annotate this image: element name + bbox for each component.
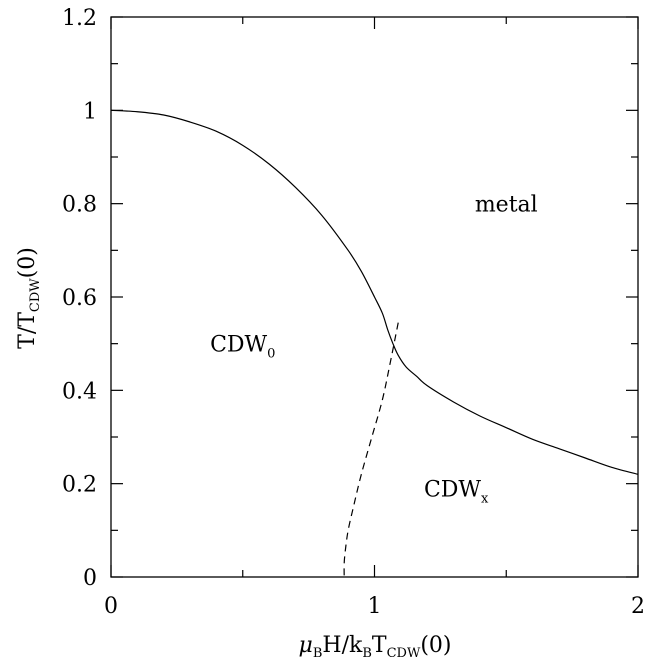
x-axis-label: μBH/kBTCDW(0) — [299, 633, 452, 661]
region-label: CDW0 — [210, 333, 275, 362]
y-tick-label: 0 — [83, 566, 97, 591]
y-tick-label: 0.4 — [62, 379, 97, 404]
y-tick-label: 1.2 — [62, 6, 97, 31]
x-tick-label: 0 — [104, 594, 118, 619]
region-label: CDWx — [424, 477, 489, 506]
y-axis-label: T/TCDW(0) — [15, 247, 43, 349]
y-tick-label: 0.6 — [62, 286, 97, 311]
region-label: metal — [475, 193, 538, 218]
y-tick-label: 0.2 — [62, 473, 97, 498]
solid-phase-boundary-line — [110, 109, 639, 475]
x-tick-label: 2 — [631, 594, 645, 619]
ticks-layer — [110, 16, 639, 578]
y-tick-label: 1 — [83, 99, 97, 124]
y-tick-label: 0.8 — [62, 193, 97, 218]
curves-layer — [110, 109, 639, 578]
annotations-layer: metal CDW0 CDWx — [210, 193, 538, 507]
x-tick-label: 1 — [368, 594, 382, 619]
dashed-phase-boundary-line — [343, 322, 399, 578]
tick-labels-layer: 0 0.2 0.4 0.6 0.8 1 1.2 0 1 2 — [62, 6, 645, 619]
